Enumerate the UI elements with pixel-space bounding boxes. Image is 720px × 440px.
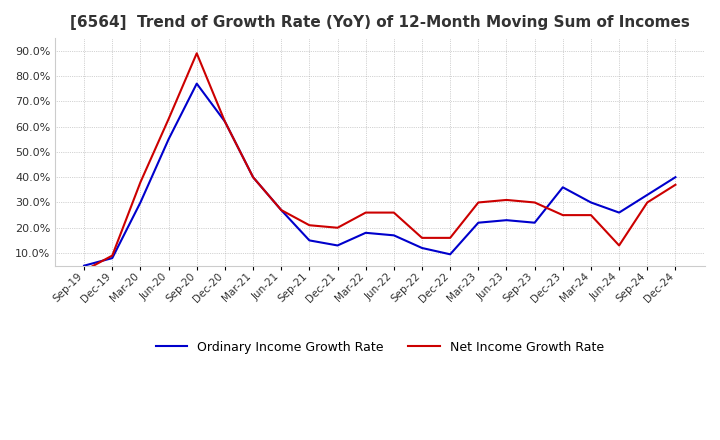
- Line: Ordinary Income Growth Rate: Ordinary Income Growth Rate: [84, 84, 675, 266]
- Net Income Growth Rate: [192, 51, 201, 56]
- Ordinary Income Growth Rate: [531, 220, 539, 225]
- Ordinary Income Growth Rate: [80, 263, 89, 268]
- Net Income Growth Rate: [80, 268, 89, 273]
- Net Income Growth Rate: [390, 210, 398, 215]
- Net Income Growth Rate: [220, 119, 229, 124]
- Net Income Growth Rate: [333, 225, 342, 231]
- Net Income Growth Rate: [671, 182, 680, 187]
- Ordinary Income Growth Rate: [108, 256, 117, 261]
- Net Income Growth Rate: [587, 213, 595, 218]
- Ordinary Income Growth Rate: [615, 210, 624, 215]
- Ordinary Income Growth Rate: [305, 238, 314, 243]
- Net Income Growth Rate: [559, 213, 567, 218]
- Ordinary Income Growth Rate: [502, 217, 510, 223]
- Net Income Growth Rate: [474, 200, 482, 205]
- Net Income Growth Rate: [136, 180, 145, 185]
- Ordinary Income Growth Rate: [220, 119, 229, 124]
- Ordinary Income Growth Rate: [192, 81, 201, 86]
- Net Income Growth Rate: [361, 210, 370, 215]
- Ordinary Income Growth Rate: [136, 200, 145, 205]
- Ordinary Income Growth Rate: [671, 175, 680, 180]
- Legend: Ordinary Income Growth Rate, Net Income Growth Rate: Ordinary Income Growth Rate, Net Income …: [150, 336, 609, 359]
- Net Income Growth Rate: [446, 235, 454, 241]
- Title: [6564]  Trend of Growth Rate (YoY) of 12-Month Moving Sum of Incomes: [6564] Trend of Growth Rate (YoY) of 12-…: [70, 15, 690, 30]
- Ordinary Income Growth Rate: [333, 243, 342, 248]
- Net Income Growth Rate: [643, 200, 652, 205]
- Ordinary Income Growth Rate: [446, 252, 454, 257]
- Ordinary Income Growth Rate: [587, 200, 595, 205]
- Net Income Growth Rate: [502, 197, 510, 202]
- Ordinary Income Growth Rate: [164, 136, 173, 142]
- Net Income Growth Rate: [418, 235, 426, 241]
- Ordinary Income Growth Rate: [559, 185, 567, 190]
- Ordinary Income Growth Rate: [248, 175, 257, 180]
- Ordinary Income Growth Rate: [361, 230, 370, 235]
- Ordinary Income Growth Rate: [474, 220, 482, 225]
- Net Income Growth Rate: [277, 207, 286, 213]
- Net Income Growth Rate: [531, 200, 539, 205]
- Net Income Growth Rate: [615, 243, 624, 248]
- Net Income Growth Rate: [164, 117, 173, 122]
- Ordinary Income Growth Rate: [390, 233, 398, 238]
- Net Income Growth Rate: [248, 175, 257, 180]
- Ordinary Income Growth Rate: [418, 246, 426, 251]
- Line: Net Income Growth Rate: Net Income Growth Rate: [84, 53, 675, 271]
- Net Income Growth Rate: [108, 253, 117, 258]
- Net Income Growth Rate: [305, 223, 314, 228]
- Ordinary Income Growth Rate: [277, 207, 286, 213]
- Ordinary Income Growth Rate: [643, 192, 652, 198]
